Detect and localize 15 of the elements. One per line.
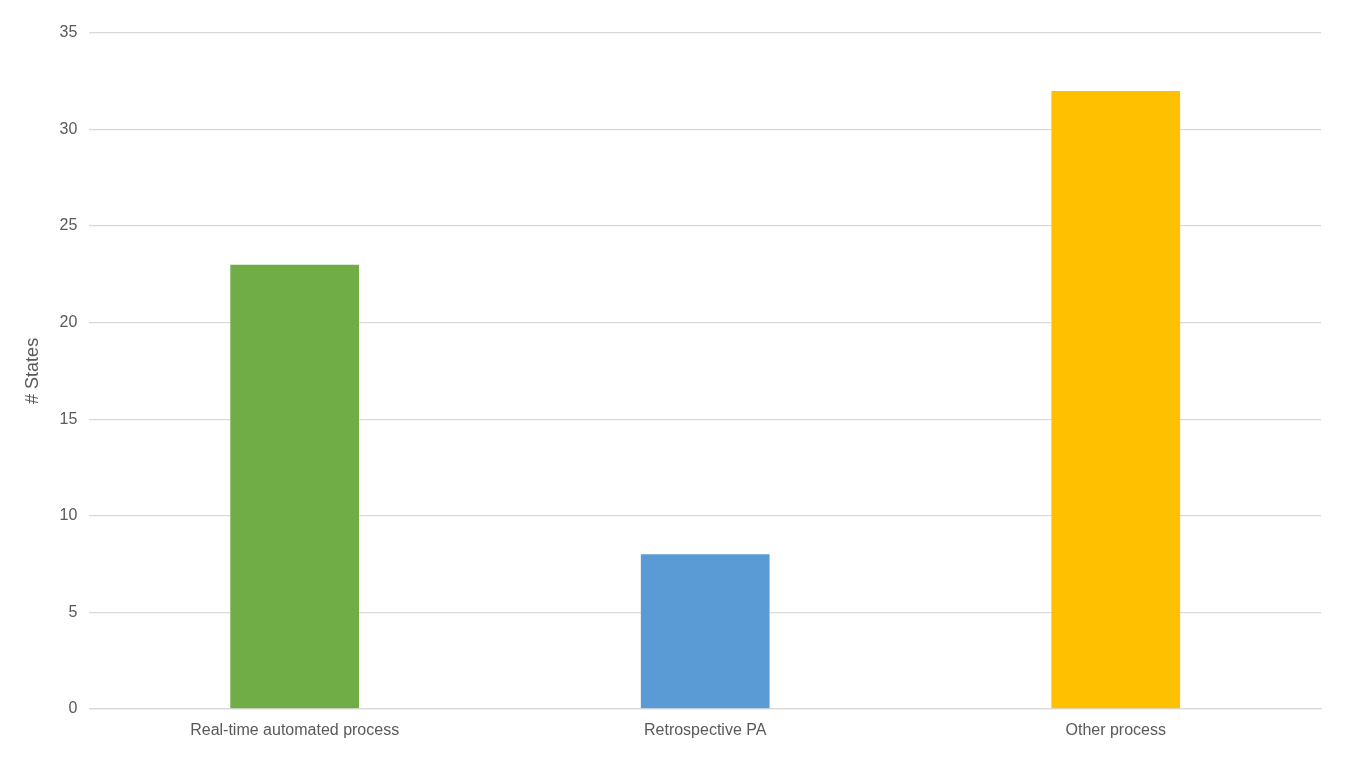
y-tick-label: 5 [68,602,78,620]
bar [640,554,770,709]
bar [1051,90,1181,709]
y-tick-label: 10 [59,506,78,524]
y-tick-label: 35 [59,23,78,41]
y-tick-label: 25 [59,216,78,234]
x-tick-label: Other process [1065,720,1166,738]
bar [230,264,360,709]
y-tick-label: 0 [68,699,78,717]
x-tick-label: Real-time automated process [190,720,400,738]
y-tick-label: 20 [59,313,78,331]
x-tick-label: Retrospective PA [643,720,767,738]
y-axis-title: # States [21,337,42,404]
y-tick-label: 30 [59,119,78,137]
y-tick-label: 15 [59,409,78,427]
